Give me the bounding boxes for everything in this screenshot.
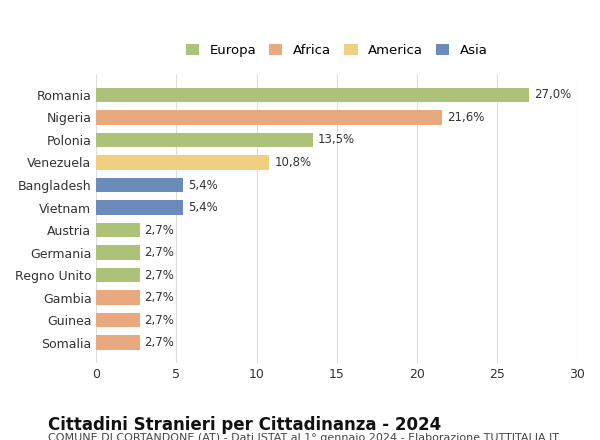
Text: COMUNE DI CORTANDONE (AT) - Dati ISTAT al 1° gennaio 2024 - Elaborazione TUTTITA: COMUNE DI CORTANDONE (AT) - Dati ISTAT a… [48, 433, 559, 440]
Bar [97, 290, 140, 305]
Text: Cittadini Stranieri per Cittadinanza - 2024: Cittadini Stranieri per Cittadinanza - 2… [48, 416, 441, 434]
Text: 2,7%: 2,7% [145, 224, 175, 237]
Text: 13,5%: 13,5% [317, 133, 355, 147]
Bar [97, 245, 140, 260]
Text: 27,0%: 27,0% [534, 88, 571, 101]
Bar [97, 200, 183, 215]
Bar [97, 178, 183, 192]
Text: 2,7%: 2,7% [145, 246, 175, 259]
Bar [97, 155, 269, 170]
Bar [97, 268, 140, 282]
Bar [97, 110, 442, 125]
Text: 2,7%: 2,7% [145, 336, 175, 349]
Text: 2,7%: 2,7% [145, 291, 175, 304]
Bar [97, 88, 529, 102]
Bar [97, 132, 313, 147]
Bar [97, 335, 140, 350]
Text: 2,7%: 2,7% [145, 314, 175, 326]
Text: 21,6%: 21,6% [447, 111, 485, 124]
Bar [97, 223, 140, 237]
Text: 2,7%: 2,7% [145, 268, 175, 282]
Bar [97, 313, 140, 327]
Text: 5,4%: 5,4% [188, 201, 217, 214]
Text: 5,4%: 5,4% [188, 179, 217, 191]
Text: 10,8%: 10,8% [274, 156, 311, 169]
Legend: Europa, Africa, America, Asia: Europa, Africa, America, Asia [185, 44, 488, 57]
